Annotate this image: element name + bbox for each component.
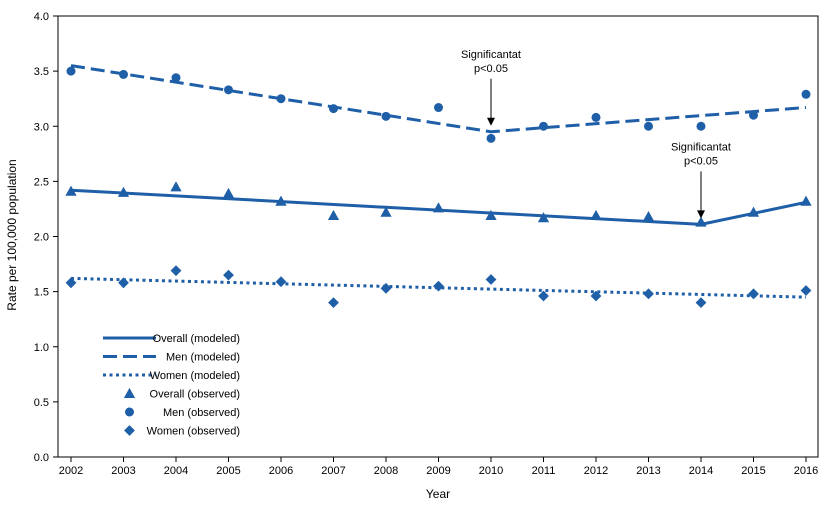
data-point-circle (486, 133, 496, 143)
x-tick-label: 2010 (479, 465, 503, 477)
y-tick-label: 3.5 (34, 66, 49, 78)
y-tick-label: 0.5 (34, 397, 49, 409)
y-tick-label: 1.5 (34, 287, 49, 299)
data-point-triangle (222, 187, 235, 199)
x-tick-label: 2006 (269, 465, 293, 477)
y-tick-label: 0.0 (34, 452, 49, 464)
data-point-triangle (65, 185, 77, 196)
data-point-triangle (170, 181, 182, 192)
x-tick-labels: 2002 2003 2004 2005 2006 2007 2008 2009 2010 2011… (59, 465, 818, 477)
legend-label: Women (observed) (147, 426, 240, 438)
data-point-triangle (800, 195, 812, 206)
x-tick-label: 2016 (794, 465, 818, 477)
x-tick-label: 2003 (111, 465, 135, 477)
x-tick-label: 2005 (216, 465, 240, 477)
data-point-circle (381, 111, 391, 121)
data-point-triangle (695, 216, 707, 227)
annotation-text: Significantat (461, 49, 521, 61)
data-point-diamond (748, 288, 759, 300)
data-point-diamond (800, 285, 812, 296)
legend-swatch-marker (123, 387, 136, 398)
legend-label: Men (modeled) (166, 352, 240, 364)
data-point-circle (119, 69, 128, 79)
data-point-triangle (747, 206, 760, 217)
y-tick-labels: 0.0 0.5 1.0 1.5 2.0 2.5 3.0 3.5 4.0 (34, 11, 49, 464)
data-point-circle (434, 103, 443, 113)
data-point-circle (539, 121, 548, 131)
legend-label: Women (modeled) (150, 370, 240, 382)
observed-markers (65, 66, 812, 309)
data-point-circle (801, 89, 811, 99)
data-point-circle (224, 85, 233, 95)
x-tick-label: 2004 (164, 465, 188, 477)
data-point-diamond (643, 288, 654, 300)
x-tick-label: 2007 (321, 465, 345, 477)
annotation-text: Significantat (671, 141, 731, 153)
series-line-2 (70, 276, 807, 299)
data-point-diamond (170, 265, 182, 277)
data-point-circle (749, 110, 758, 120)
annotation-arrowhead (697, 210, 705, 219)
y-axis-label: Rate per 100,000 population (5, 159, 19, 310)
data-point-triangle (432, 202, 445, 213)
data-point-circle (591, 112, 601, 122)
data-point-circle (66, 66, 76, 76)
data-point-diamond (223, 269, 234, 281)
legend-label: Overall (observed) (150, 389, 240, 401)
x-tick-label: 2013 (636, 465, 660, 477)
data-point-diamond (118, 277, 129, 289)
y-tick-label: 1.0 (34, 342, 49, 354)
data-point-diamond (328, 297, 339, 309)
data-point-triangle (275, 195, 287, 206)
data-point-diamond (485, 274, 497, 285)
data-point-triangle (327, 209, 340, 221)
x-tick-label: 2009 (426, 465, 450, 477)
data-point-diamond (695, 297, 707, 309)
data-point-diamond (275, 276, 287, 288)
data-point-diamond (433, 280, 444, 292)
annotations: Significantat p<0.05 Significantat p<0.05 (461, 49, 731, 219)
data-point-circle (696, 121, 706, 131)
data-point-circle (329, 104, 338, 114)
y-tick-label: 2.0 (34, 232, 49, 244)
data-point-triangle (590, 209, 602, 221)
legend-swatch-marker (125, 407, 134, 417)
data-point-diamond (538, 290, 549, 302)
data-point-circle (644, 121, 653, 131)
series-line-1 (70, 64, 807, 134)
y-tick-label: 4.0 (34, 11, 49, 23)
y-tick-label: 2.5 (34, 176, 49, 188)
data-point-triangle (642, 211, 655, 222)
x-tick-label: 2012 (584, 465, 608, 477)
annotation-text: p<0.05 (684, 155, 718, 167)
legend-swatch-marker (124, 425, 135, 436)
data-point-circle (276, 94, 286, 104)
x-tick-label: 2015 (741, 465, 765, 477)
x-tick-label: 2014 (689, 465, 713, 477)
data-point-diamond (65, 277, 77, 289)
y-tick-label: 3.0 (34, 121, 49, 133)
data-point-triangle (485, 209, 497, 221)
x-tick-label: 2011 (532, 465, 556, 477)
x-tick-label: 2002 (59, 465, 83, 477)
x-axis-label: Year (426, 487, 450, 501)
data-point-triangle (117, 186, 130, 197)
x-tick-label: 2008 (374, 465, 398, 477)
data-point-diamond (590, 290, 602, 302)
data-point-triangle (380, 206, 392, 217)
legend-label: Overall (modeled) (153, 333, 240, 345)
data-point-triangle (537, 212, 550, 223)
legend-label: Men (observed) (163, 407, 240, 419)
legend: Overall (modeled) Men (modeled) Women (mod… (103, 333, 240, 438)
data-point-diamond (380, 282, 392, 294)
data-point-circle (171, 73, 181, 83)
axes (53, 15, 819, 462)
annotation-text: p<0.05 (474, 63, 508, 75)
annotation-arrowhead (487, 117, 495, 126)
